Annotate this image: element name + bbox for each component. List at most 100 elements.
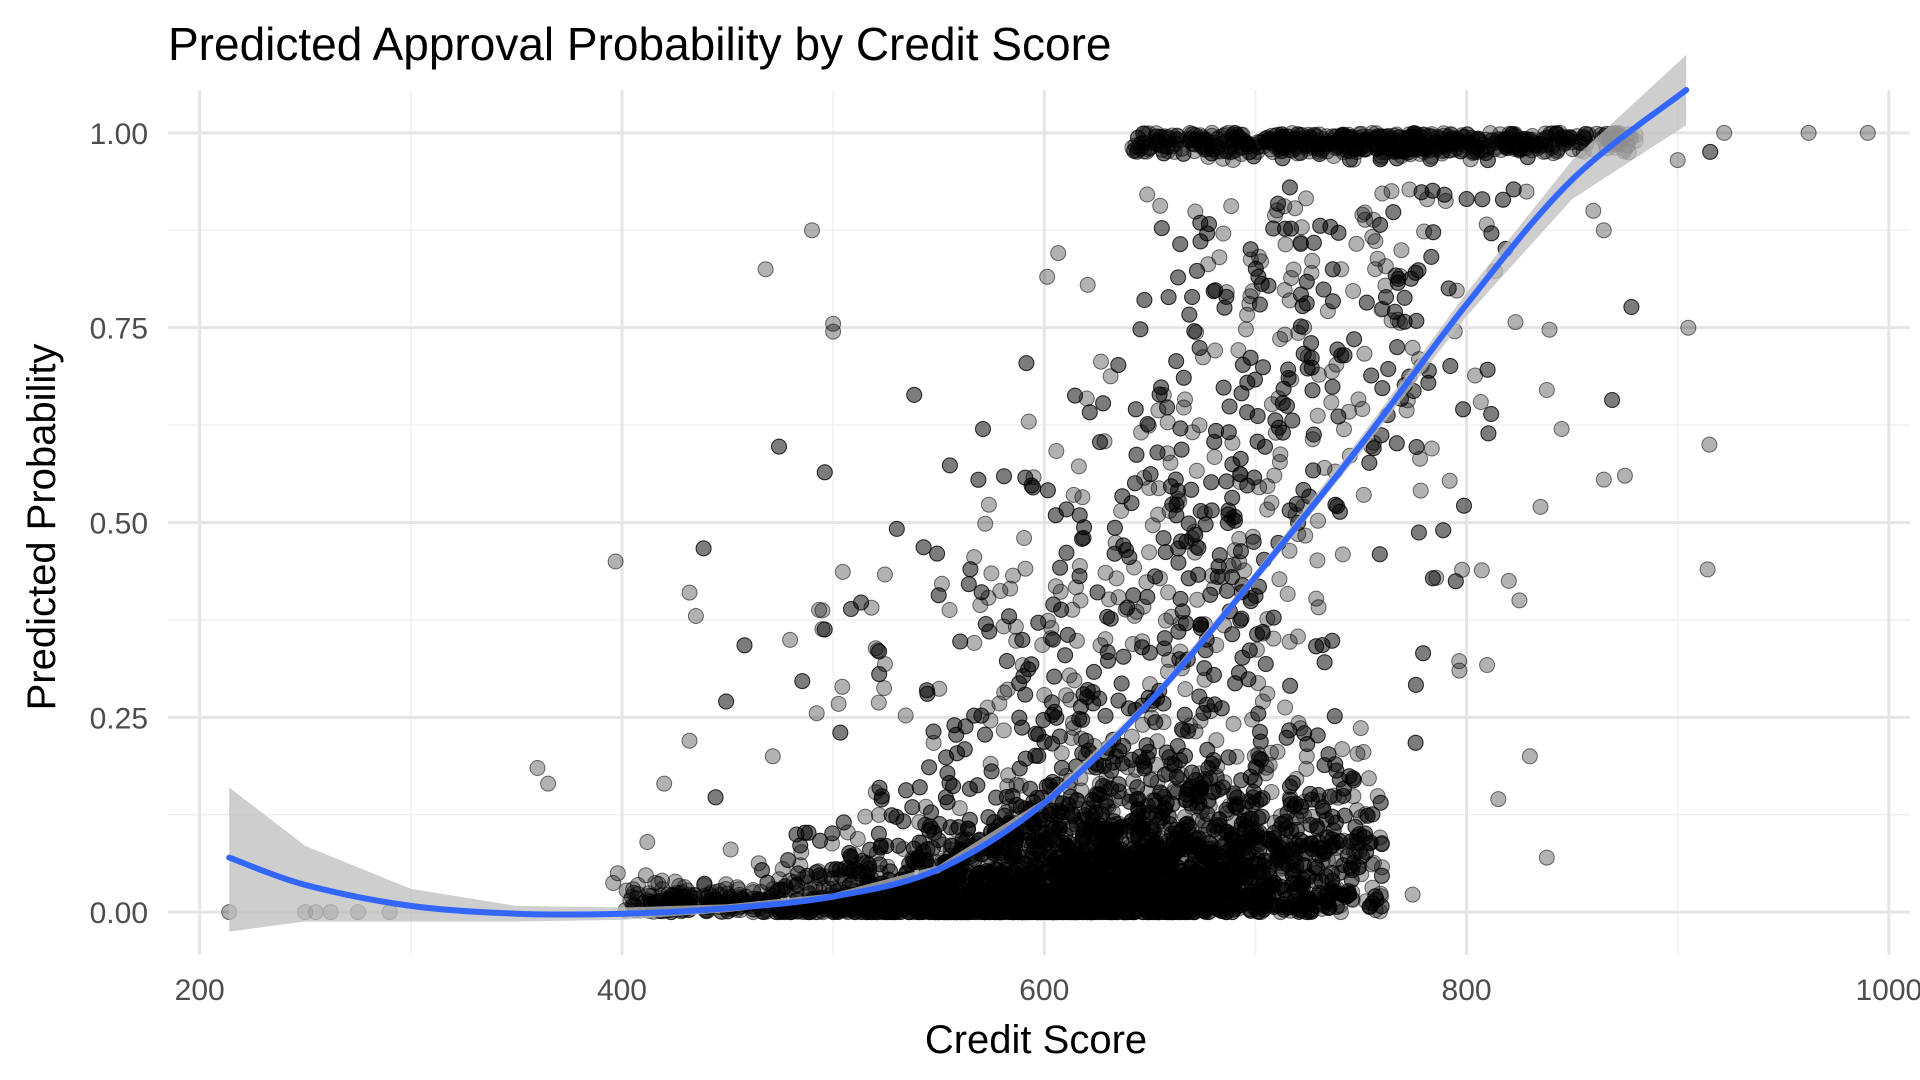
data-point (1174, 721, 1190, 738)
data-point (1360, 770, 1377, 787)
data-point (1102, 610, 1119, 627)
data-point (1472, 394, 1489, 410)
data-point (1420, 374, 1437, 391)
data-point (1259, 685, 1276, 702)
data-point (973, 584, 990, 601)
data-point (911, 779, 928, 796)
data-point (1364, 228, 1381, 245)
data-point (1385, 204, 1402, 221)
data-point (906, 386, 923, 403)
data-point (1298, 273, 1315, 290)
data-point (1018, 355, 1035, 372)
data-point (1320, 900, 1337, 916)
data-point (1247, 260, 1264, 277)
data-point (982, 712, 999, 729)
data-point (1367, 261, 1384, 278)
data-point (1159, 399, 1176, 416)
data-point (1250, 675, 1267, 692)
data-point (1699, 561, 1716, 578)
data-point (871, 666, 888, 683)
data-point (1298, 190, 1315, 207)
data-point (1335, 780, 1352, 797)
data-point (771, 438, 787, 455)
data-point (1142, 676, 1158, 693)
data-point (1333, 261, 1350, 278)
data-point (929, 545, 946, 562)
data-point (1242, 241, 1259, 258)
data-point (1319, 303, 1336, 320)
data-point (1075, 530, 1092, 546)
data-point (1225, 715, 1242, 732)
data-point (977, 515, 994, 532)
data-point (1424, 570, 1441, 587)
data-point (1136, 292, 1153, 308)
data-point (1170, 554, 1187, 571)
data-point (605, 875, 622, 891)
data-point (1314, 637, 1331, 654)
data-point (1189, 262, 1205, 279)
data-point (1066, 672, 1083, 689)
data-point (1483, 406, 1500, 422)
data-point (1451, 662, 1468, 679)
data-point (1415, 645, 1432, 662)
data-point (1172, 420, 1189, 437)
data-point (1178, 533, 1195, 550)
data-point (1298, 760, 1315, 777)
data-point (941, 775, 958, 791)
data-point (1074, 489, 1091, 506)
data-point (1160, 289, 1177, 306)
data-point (1396, 289, 1413, 306)
data-point (764, 748, 781, 765)
data-point (1027, 858, 1044, 875)
data-point (1097, 564, 1114, 581)
data-point (1127, 475, 1143, 492)
data-point (1020, 413, 1037, 430)
data-point (1623, 299, 1640, 315)
data-point (1224, 489, 1241, 506)
data-point (1250, 705, 1267, 722)
data-point (1100, 652, 1116, 669)
data-point (1259, 478, 1276, 495)
data-point (1321, 788, 1338, 805)
data-point (1479, 361, 1496, 378)
data-point (975, 421, 991, 437)
data-point (1270, 195, 1286, 212)
data-point (1401, 181, 1418, 198)
data-point (1374, 859, 1390, 876)
data-point (979, 699, 996, 716)
data-point (1053, 601, 1070, 618)
data-point (992, 583, 1009, 599)
data-point (1157, 612, 1174, 629)
data-point (1330, 408, 1347, 425)
data-point (1333, 347, 1350, 364)
data-point (1324, 261, 1341, 278)
data-point (980, 496, 997, 513)
data-point (1251, 479, 1268, 496)
data-point (1172, 236, 1189, 253)
data-point (1334, 546, 1351, 563)
data-point (1044, 631, 1061, 648)
data-point (1168, 496, 1185, 513)
data-point (1219, 515, 1236, 531)
data-point (1017, 686, 1034, 703)
data-point (1416, 223, 1433, 240)
data-point (915, 539, 932, 556)
data-point (1046, 668, 1063, 685)
data-point (1115, 648, 1132, 665)
data-point (1053, 759, 1070, 776)
data-point (1011, 760, 1028, 777)
data-point (1085, 663, 1102, 680)
data-point (1441, 472, 1458, 489)
data-point (1206, 449, 1223, 465)
data-point (1505, 181, 1522, 198)
data-point (1095, 395, 1112, 412)
data-point (1147, 568, 1164, 585)
data-point (1196, 660, 1213, 677)
data-point (1251, 750, 1268, 767)
data-point (1424, 182, 1441, 199)
data-point (1208, 637, 1225, 653)
data-point (1005, 567, 1021, 584)
data-point (1008, 632, 1025, 649)
data-point (1050, 245, 1067, 262)
data-point (1303, 350, 1320, 366)
